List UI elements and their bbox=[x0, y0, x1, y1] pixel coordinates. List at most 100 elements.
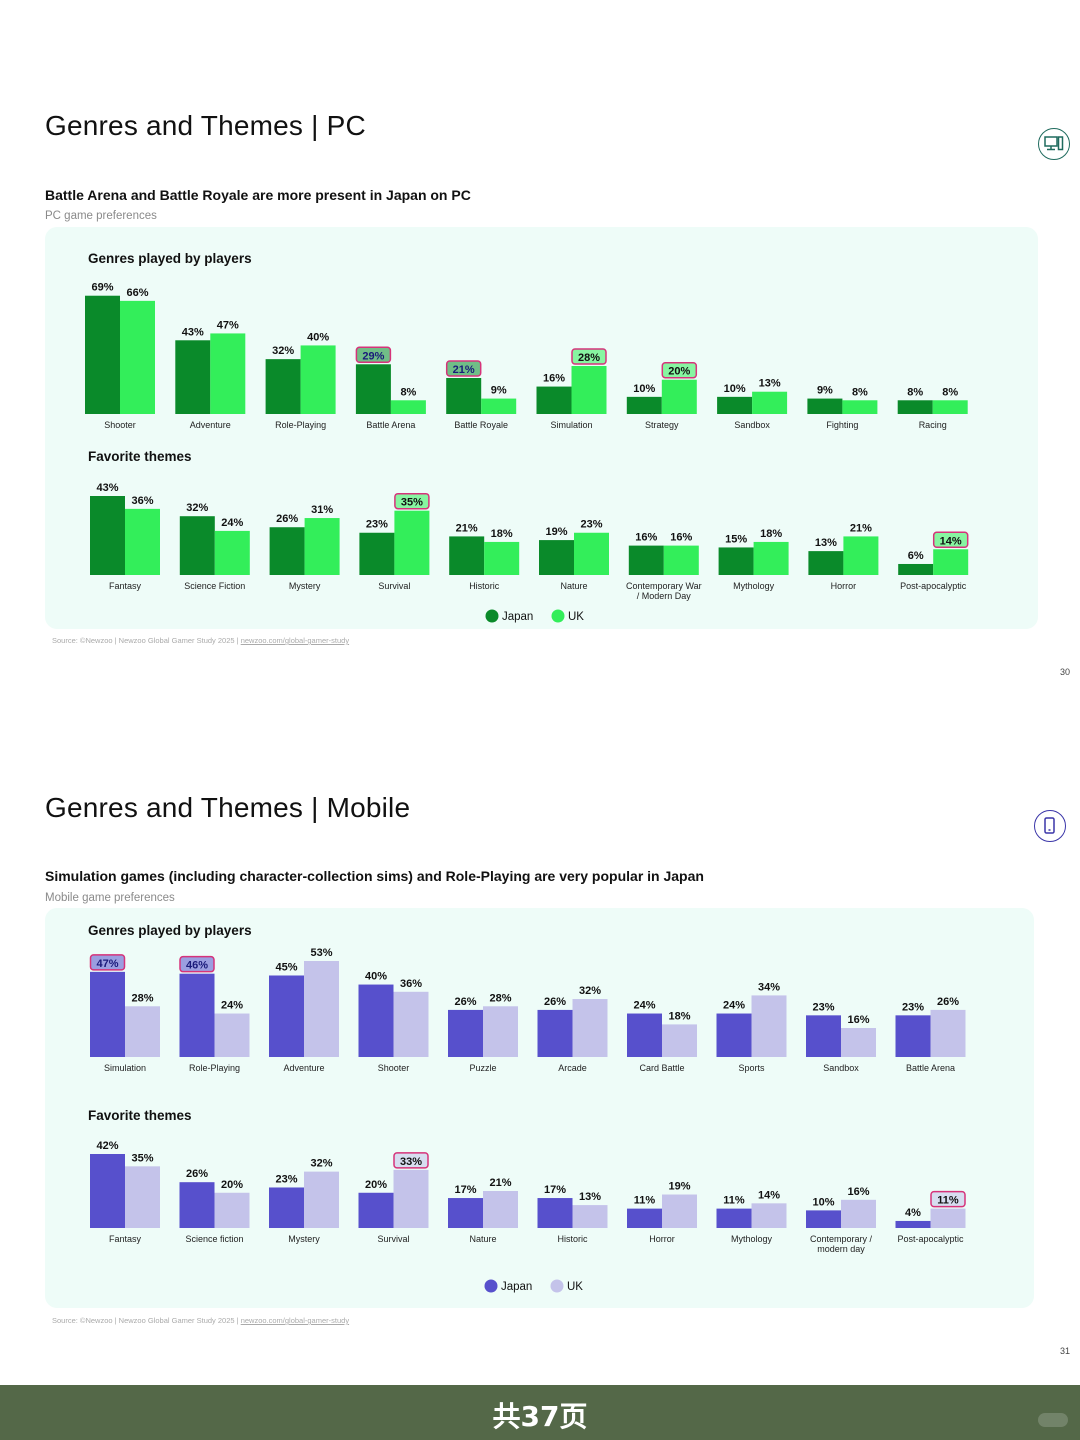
data-label: 15% bbox=[725, 533, 747, 545]
bar-uk bbox=[125, 1006, 160, 1057]
category-label: Card Battle bbox=[639, 1063, 684, 1073]
bar-japan bbox=[897, 400, 933, 414]
data-label: 8% bbox=[942, 386, 958, 398]
data-label: 16% bbox=[543, 373, 565, 385]
data-label: 24% bbox=[221, 517, 243, 529]
bar-uk bbox=[125, 508, 160, 575]
data-label-highlighted: 28% bbox=[578, 352, 600, 364]
bar-uk bbox=[932, 400, 968, 414]
data-label: 35% bbox=[131, 1152, 153, 1164]
bar-uk bbox=[571, 366, 607, 414]
bar-uk bbox=[841, 1028, 876, 1057]
data-label: 21% bbox=[850, 522, 872, 534]
category-label: Role-Playing bbox=[189, 1063, 240, 1073]
chart-title: Genres played by players bbox=[88, 251, 252, 266]
bar-uk bbox=[841, 1199, 876, 1228]
data-label: 24% bbox=[723, 1000, 745, 1012]
data-label: 8% bbox=[907, 386, 923, 398]
bar-japan bbox=[716, 1013, 752, 1057]
bar-japan bbox=[626, 396, 662, 414]
data-label: 26% bbox=[276, 513, 298, 525]
bar-japan bbox=[355, 364, 391, 414]
bar-uk bbox=[300, 345, 336, 414]
desktop-computer-icon-glyph bbox=[1044, 136, 1064, 151]
bar-japan bbox=[449, 536, 485, 575]
bar-japan bbox=[90, 1154, 125, 1228]
data-label: 32% bbox=[310, 1158, 332, 1170]
slide-caption: Mobile game preferences bbox=[45, 892, 175, 904]
category-label: Mythology bbox=[731, 1234, 773, 1244]
bar-japan bbox=[269, 975, 304, 1057]
bar-japan bbox=[895, 1015, 931, 1057]
category-label: Strategy bbox=[645, 420, 679, 430]
chart-group: Genres played by players 69% 66% Shooter 43%… bbox=[85, 251, 968, 430]
data-label: 21% bbox=[456, 522, 478, 534]
data-label: 17% bbox=[544, 1184, 566, 1196]
data-label: 13% bbox=[815, 537, 837, 549]
category-label: Post-apocalyptic bbox=[897, 1234, 964, 1244]
category-label: Nature bbox=[560, 581, 587, 591]
data-label: 45% bbox=[275, 961, 297, 973]
bar-japan bbox=[269, 527, 305, 575]
category-label: Puzzle bbox=[469, 1063, 496, 1073]
data-label: 24% bbox=[633, 1000, 655, 1012]
highlight-box bbox=[179, 955, 215, 973]
category-label: Racing bbox=[919, 420, 947, 430]
page-count-label: 共37页 bbox=[492, 1400, 588, 1433]
source-link[interactable]: newzoo.com/global-gamer-study bbox=[240, 1316, 350, 1325]
source-link[interactable]: newzoo.com/global-gamer-study bbox=[240, 636, 350, 645]
bar-uk bbox=[125, 1166, 160, 1228]
bar-japan bbox=[265, 359, 301, 414]
data-label: 16% bbox=[847, 1014, 869, 1026]
data-label: 43% bbox=[182, 326, 204, 338]
category-label: Fighting bbox=[826, 420, 858, 430]
data-label: 28% bbox=[131, 992, 153, 1004]
category-label: Simulation bbox=[550, 420, 592, 430]
bar-japan bbox=[179, 516, 215, 575]
legend-swatch-uk bbox=[551, 609, 565, 623]
bar-japan bbox=[358, 984, 394, 1057]
data-label: 4% bbox=[905, 1207, 921, 1219]
category-label: Nature bbox=[469, 1234, 496, 1244]
slide-pc: Genres and Themes | PC Battle Arena and … bbox=[0, 0, 1080, 690]
data-label: 20% bbox=[221, 1179, 243, 1191]
bar-japan bbox=[718, 547, 754, 575]
bar-uk bbox=[393, 991, 429, 1057]
legend-label-japan: Japan bbox=[502, 611, 533, 623]
legend-label-uk: UK bbox=[567, 1281, 583, 1293]
highlight-box bbox=[89, 954, 126, 971]
bar-japan bbox=[539, 540, 574, 575]
bar-uk bbox=[662, 1024, 697, 1057]
category-label: Science Fiction bbox=[184, 581, 245, 591]
data-label-highlighted: 14% bbox=[940, 535, 962, 547]
bar-japan bbox=[536, 386, 572, 414]
chart-title: Favorite themes bbox=[88, 1108, 192, 1123]
bar-uk bbox=[751, 1203, 787, 1228]
data-label-highlighted: 33% bbox=[400, 1156, 422, 1168]
legend-label-uk: UK bbox=[568, 611, 584, 623]
bar-uk bbox=[930, 1208, 966, 1228]
category-label: Fantasy bbox=[109, 581, 142, 591]
bar-uk bbox=[214, 530, 250, 575]
category-label: Simulation bbox=[104, 1063, 146, 1073]
chart-panel: Genres played by players 47% 28% Simulation… bbox=[45, 908, 1034, 1308]
bar-uk bbox=[214, 1013, 250, 1057]
slide-subtitle: Simulation games (including character-co… bbox=[45, 868, 704, 884]
data-label: 24% bbox=[221, 1000, 243, 1012]
data-label: 40% bbox=[365, 971, 387, 983]
category-label: Horror bbox=[831, 581, 857, 591]
category-label: / Modern Day bbox=[637, 591, 692, 601]
category-label: Mystery bbox=[288, 1234, 320, 1244]
bar-uk bbox=[214, 1192, 250, 1228]
data-label: 42% bbox=[96, 1140, 118, 1152]
highlight-box bbox=[571, 348, 607, 365]
bar-uk bbox=[390, 400, 426, 414]
bar-uk bbox=[481, 398, 517, 414]
chart-group: Genres played by players 47% 28% Simulation… bbox=[88, 923, 966, 1073]
bar-uk bbox=[572, 999, 608, 1057]
chart-group: Favorite themes 43% 36% Fantasy 32% 24% Scienc… bbox=[88, 449, 969, 601]
bar-uk bbox=[574, 532, 609, 575]
bar-japan bbox=[537, 1198, 573, 1228]
desktop-computer-icon bbox=[1038, 128, 1070, 160]
category-label: Battle Arena bbox=[906, 1063, 955, 1073]
